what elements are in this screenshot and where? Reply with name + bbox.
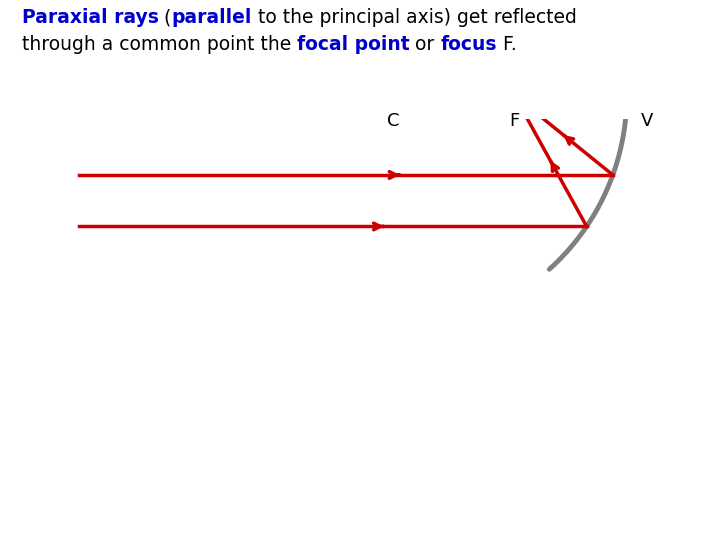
Text: F.: F.	[498, 35, 517, 54]
Text: to the principal axis) get reflected: to the principal axis) get reflected	[252, 8, 577, 27]
Text: F: F	[509, 112, 520, 130]
Text: Paraxial rays: Paraxial rays	[22, 8, 158, 27]
Text: V: V	[641, 112, 653, 130]
Text: (: (	[158, 8, 172, 27]
Text: parallel: parallel	[172, 8, 252, 27]
Point	[509, 91, 521, 100]
Text: or: or	[410, 35, 441, 54]
Point	[621, 91, 633, 100]
Text: focus: focus	[441, 35, 498, 54]
Text: C: C	[387, 112, 399, 130]
Point	[387, 91, 399, 100]
Text: focal point: focal point	[297, 35, 410, 54]
Text: through a common point the: through a common point the	[22, 35, 297, 54]
